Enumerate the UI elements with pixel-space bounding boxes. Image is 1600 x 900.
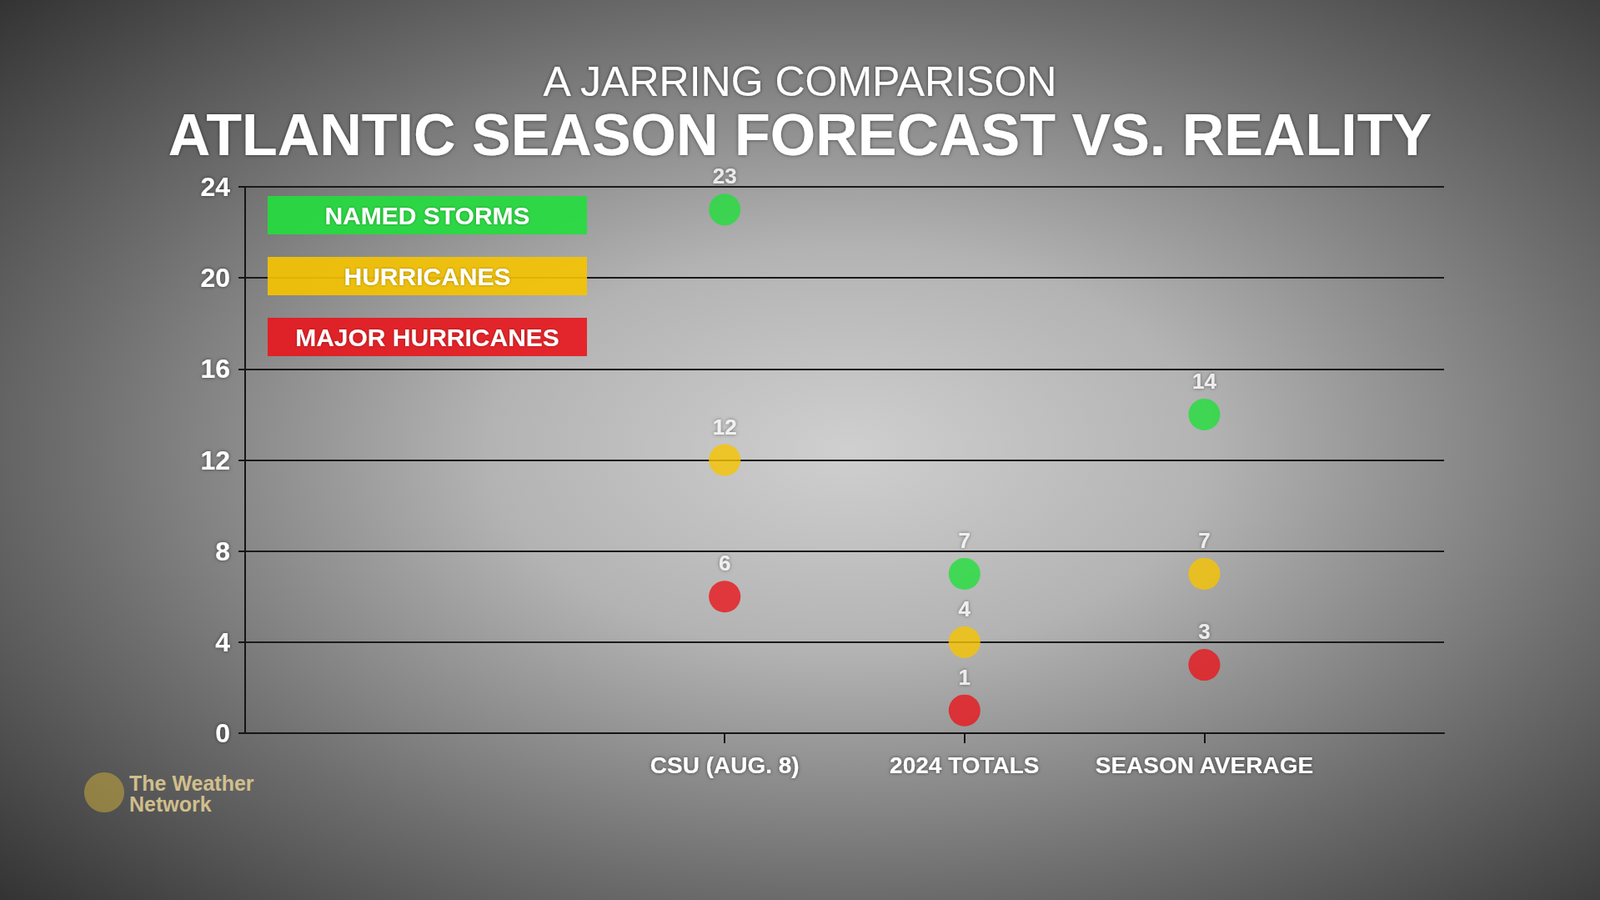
svg-text:23: 23 [712, 163, 737, 189]
svg-text:3: 3 [1198, 618, 1210, 644]
svg-text:12: 12 [712, 414, 738, 440]
svg-text:Network: Network [129, 792, 212, 816]
svg-text:20: 20 [200, 262, 231, 293]
svg-text:HURRICANES: HURRICANES [343, 262, 511, 291]
svg-text:1: 1 [958, 664, 971, 690]
svg-text:16: 16 [200, 353, 231, 384]
svg-text:24: 24 [200, 171, 231, 202]
svg-text:The Weather: The Weather [129, 771, 261, 795]
svg-text:8: 8 [215, 536, 231, 567]
svg-text:2024 TOTALS: 2024 TOTALS [889, 752, 1039, 778]
svg-text:NAMED STORMS: NAMED STORMS [324, 201, 530, 230]
svg-text:12: 12 [200, 445, 231, 476]
svg-text:7: 7 [1198, 527, 1210, 553]
svg-text:0: 0 [215, 717, 231, 748]
svg-text:7: 7 [958, 527, 971, 553]
svg-text:ATLANTIC SEASON FORECAST VS. R: ATLANTIC SEASON FORECAST VS. REALITY [168, 102, 1432, 168]
svg-text:4: 4 [958, 596, 972, 622]
svg-text:A JARRING COMPARISON: A JARRING COMPARISON [543, 58, 1058, 106]
svg-text:CSU (AUG. 8): CSU (AUG. 8) [650, 752, 800, 778]
svg-text:SEASON AVERAGE: SEASON AVERAGE [1095, 752, 1314, 778]
svg-text:4: 4 [215, 626, 231, 658]
svg-text:14: 14 [1192, 368, 1217, 394]
svg-text:MAJOR HURRICANES: MAJOR HURRICANES [295, 323, 560, 352]
svg-text:6: 6 [718, 550, 731, 576]
